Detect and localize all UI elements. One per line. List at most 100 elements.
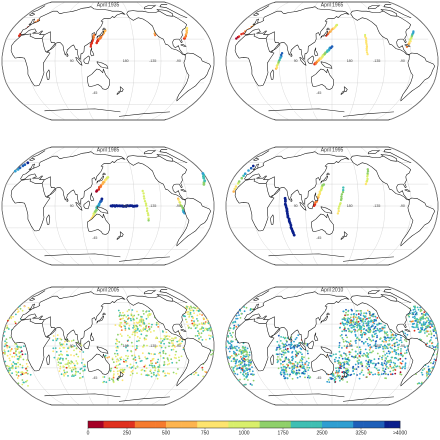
observation-point bbox=[360, 329, 363, 332]
observation-point bbox=[164, 372, 166, 375]
observation-point bbox=[243, 369, 245, 372]
observation-point bbox=[27, 306, 30, 309]
observation-point bbox=[153, 330, 155, 332]
observation-point bbox=[59, 362, 62, 365]
colorbar-swatch bbox=[202, 421, 208, 428]
longitude-label: 90 bbox=[70, 59, 74, 63]
observation-point bbox=[234, 372, 237, 375]
observation-point bbox=[275, 353, 278, 356]
observation-point bbox=[140, 325, 143, 327]
observation-point bbox=[345, 329, 347, 332]
observation-point bbox=[241, 349, 244, 352]
longitude-label: -90 bbox=[400, 204, 405, 208]
observation-point bbox=[277, 367, 280, 370]
observation-point bbox=[140, 373, 143, 376]
observation-point bbox=[15, 313, 17, 316]
observation-point bbox=[131, 316, 134, 318]
observation-point bbox=[240, 176, 244, 180]
observation-point bbox=[134, 356, 137, 359]
land-greenland bbox=[31, 289, 188, 303]
colorbar-swatch bbox=[145, 421, 151, 428]
observation-point bbox=[115, 338, 118, 341]
observation-point bbox=[145, 330, 148, 332]
observation-point bbox=[392, 337, 395, 339]
observation-point bbox=[395, 334, 398, 337]
observation-point bbox=[372, 373, 374, 376]
observation-point bbox=[425, 316, 428, 319]
observation-point bbox=[128, 366, 131, 369]
observation-point bbox=[349, 324, 351, 327]
observation-point bbox=[364, 320, 366, 323]
observation-point bbox=[59, 365, 62, 368]
observation-point bbox=[148, 322, 150, 325]
observation-point bbox=[11, 367, 14, 370]
observation-point bbox=[396, 344, 399, 347]
observation-point bbox=[166, 357, 169, 359]
observation-point bbox=[398, 339, 401, 342]
observation-point bbox=[358, 339, 361, 341]
observation-point bbox=[343, 324, 345, 326]
observation-point bbox=[66, 354, 68, 356]
graticule bbox=[1, 2, 215, 120]
observation-point bbox=[367, 324, 370, 327]
observation-point bbox=[298, 361, 301, 364]
observation-point bbox=[365, 329, 368, 332]
observation-point bbox=[283, 369, 286, 372]
observation-point bbox=[431, 325, 433, 327]
observation-point bbox=[433, 334, 435, 337]
observation-point bbox=[123, 319, 126, 322]
observation-point bbox=[119, 333, 122, 335]
observation-point bbox=[429, 373, 432, 376]
observation-point bbox=[196, 334, 199, 337]
observation-point bbox=[366, 172, 369, 175]
observation-point bbox=[348, 322, 351, 325]
observation-point bbox=[192, 324, 195, 326]
observation-point bbox=[374, 373, 377, 375]
observation-point bbox=[237, 353, 240, 356]
observation-point bbox=[401, 360, 404, 363]
observation-point bbox=[234, 346, 236, 348]
observation-point bbox=[152, 357, 155, 360]
observation-point bbox=[117, 333, 119, 336]
observation-point bbox=[366, 324, 368, 327]
observation-point bbox=[349, 351, 352, 354]
observation-point bbox=[366, 376, 368, 378]
observation-point bbox=[374, 315, 377, 318]
observation-point bbox=[382, 372, 385, 375]
observation-point bbox=[142, 319, 145, 322]
observation-point bbox=[361, 365, 364, 368]
observation-point bbox=[347, 363, 349, 365]
observation-point bbox=[105, 381, 108, 384]
landmasses bbox=[10, 149, 212, 262]
observation-point bbox=[431, 367, 434, 370]
observation-point bbox=[390, 367, 393, 369]
observation-point bbox=[399, 373, 401, 375]
observation-point bbox=[365, 179, 369, 183]
observation-point bbox=[422, 321, 425, 323]
observation-point bbox=[109, 370, 112, 373]
observation-point bbox=[243, 357, 246, 360]
observation-point bbox=[369, 359, 372, 362]
observation-point bbox=[395, 365, 398, 368]
observation-point bbox=[132, 318, 135, 321]
observation-point bbox=[396, 341, 398, 344]
observation-point bbox=[306, 350, 309, 352]
land-new-zealand-south bbox=[116, 90, 121, 95]
observation-point bbox=[244, 349, 247, 351]
observation-point bbox=[11, 355, 14, 358]
observation-point bbox=[384, 372, 387, 375]
observation-point bbox=[125, 323, 128, 325]
observation-point bbox=[285, 367, 288, 369]
observation-point bbox=[353, 325, 356, 328]
observation-point bbox=[190, 306, 193, 309]
observation-point bbox=[232, 328, 235, 330]
observation-point bbox=[386, 334, 389, 336]
observation-point bbox=[279, 347, 282, 350]
land-sri-lanka bbox=[66, 198, 69, 202]
observation-point bbox=[295, 372, 298, 374]
observation-point bbox=[9, 336, 12, 339]
observation-point bbox=[418, 382, 421, 385]
observation-point bbox=[178, 356, 180, 359]
longitude-label: -135 bbox=[149, 204, 156, 208]
observation-point bbox=[390, 356, 393, 359]
